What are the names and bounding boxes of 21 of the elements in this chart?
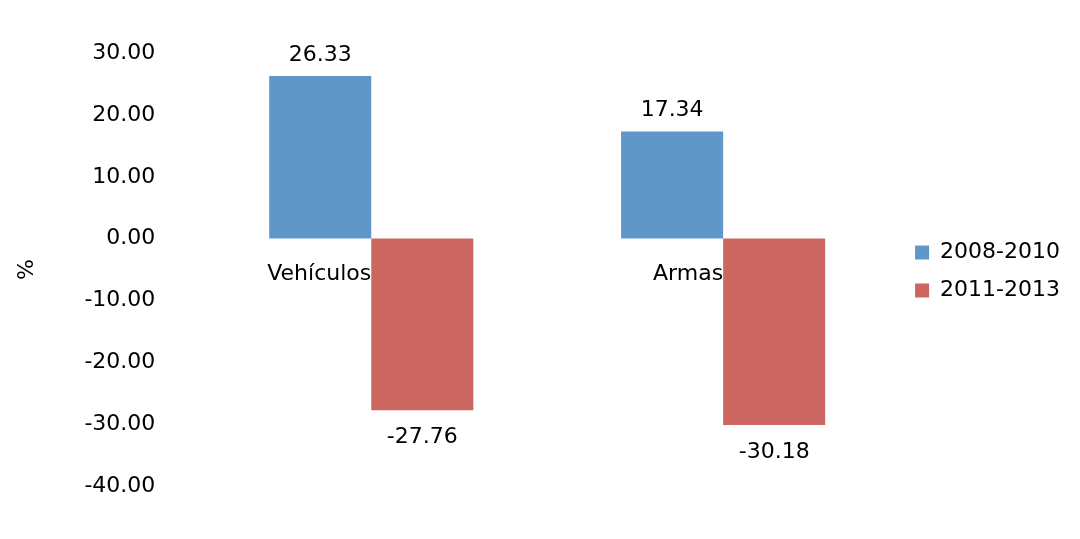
data-label: 17.34: [640, 96, 704, 122]
y-axis-title: %: [12, 259, 38, 280]
data-label: -27.76: [386, 422, 458, 448]
bar: [723, 238, 826, 426]
y-tick-label: 30.00: [92, 38, 156, 64]
y-tick-label: -30.00: [84, 409, 156, 435]
legend-label: 2011-2013: [940, 276, 1061, 302]
bar: [269, 75, 372, 239]
y-tick-label: 0.00: [106, 224, 156, 250]
bar: [621, 131, 724, 239]
legend-label: 2008-2010: [940, 238, 1061, 264]
y-tick-label: 10.00: [92, 162, 156, 188]
y-tick-label: -20.00: [84, 347, 156, 373]
data-label: 26.33: [288, 40, 352, 66]
bar: [371, 238, 474, 411]
x-tick-label: Armas: [653, 259, 724, 285]
y-tick-label: 20.00: [92, 100, 156, 126]
y-tick-label: -10.00: [84, 286, 156, 312]
data-label: -30.18: [738, 437, 810, 463]
y-tick-label: -40.00: [84, 471, 156, 497]
x-tick-label: Vehículos: [267, 259, 372, 285]
